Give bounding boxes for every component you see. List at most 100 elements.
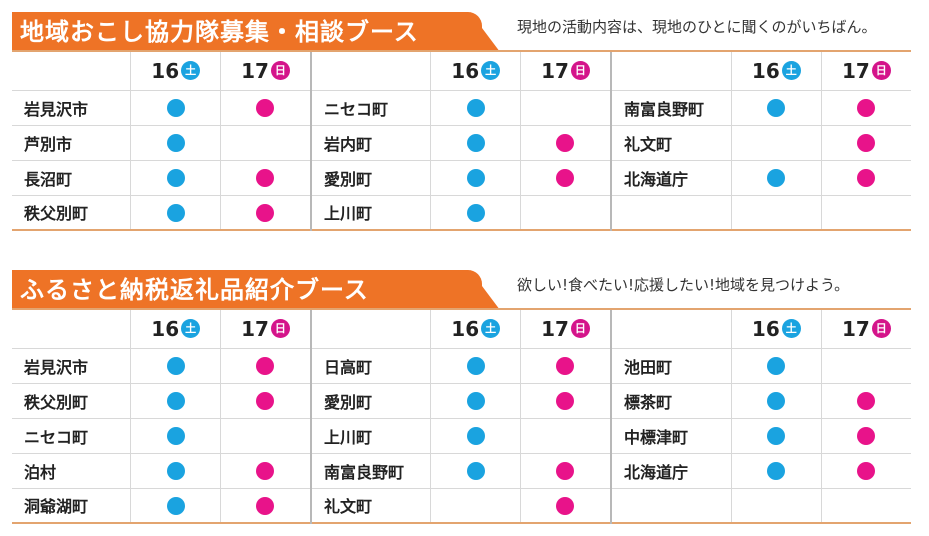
day-header-17: 17 日 [821,52,911,91]
sunday-dot-icon [256,204,275,222]
sunday-badge-icon: 日 [871,61,891,81]
sunday-cell [520,160,610,196]
saturday-cell [731,348,822,384]
saturday-dot-icon [466,462,485,481]
saturday-badge-icon: 土 [781,319,801,339]
section-subtitle: 現地の活動内容は、現地のひとに聞くのがいちばん。 [517,18,877,36]
name-header [12,52,132,91]
table-row: 長沼町 [12,160,310,196]
header-row: 16 土 17 日 [12,310,310,349]
municipality-name: 中標津町 [612,418,732,454]
saturday-cell [731,160,822,196]
header-row: 16 土 17 日 [612,52,911,91]
day-number: 16 [151,316,180,341]
day-number: 17 [241,316,269,341]
header-row: 16 土 17 日 [12,52,310,91]
sunday-dot-icon [256,357,275,376]
sunday-cell [821,383,911,419]
table-row: 礼文町 [312,488,610,524]
municipality-name: 池田町 [612,348,732,384]
saturday-dot-icon [466,169,485,188]
table-row: 上川町 [312,418,610,454]
saturday-cell [130,383,221,419]
sunday-dot-icon [857,427,876,446]
municipality-name: 秩父別町 [12,195,132,231]
sunday-dot-icon [256,497,275,515]
saturday-cell [430,418,521,454]
name-header [12,310,132,349]
day-number: 16 [751,58,780,83]
table-row: 北海道庁 [612,453,911,489]
day-number: 17 [541,58,569,83]
sunday-dot-icon [256,392,275,411]
saturday-dot-icon [166,169,185,188]
table-row: ニセコ町 [12,418,310,454]
sunday-cell [220,125,310,161]
table-row [612,488,911,524]
saturday-dot-icon [166,392,185,411]
saturday-cell [731,383,822,419]
municipality-name: ニセコ町 [312,90,432,126]
municipality-name: 北海道庁 [612,160,732,196]
municipality-name: 南富良野町 [612,90,732,126]
municipality-name: 上川町 [312,418,432,454]
table-row [612,195,911,231]
municipality-name: 礼文町 [312,488,432,524]
sunday-dot-icon [556,462,575,481]
saturday-dot-icon [166,99,185,118]
saturday-cell [130,348,221,384]
municipality-name [612,195,732,231]
saturday-cell [130,160,221,196]
section-title: 地域おこし協力隊募集・相談ブース [12,12,482,52]
saturday-badge-icon: 土 [481,61,501,81]
table-row: 愛別町 [312,160,610,196]
section-subtitle: 欲しい!食べたい!応援したい!地域を見つけよう。 [517,276,850,294]
sunday-dot-icon [556,392,575,411]
saturday-dot-icon [466,204,485,222]
saturday-dot-icon [767,357,786,376]
sunday-cell [520,90,610,126]
sunday-cell [220,90,310,126]
schedule-tables: 16 土 17 日 岩見沢市 秩父別町 ニセコ町 泊村 洞爺湖町 [12,310,911,524]
sunday-dot-icon [556,169,575,188]
saturday-badge-icon: 土 [181,61,201,81]
table-row: 礼文町 [612,125,911,161]
saturday-cell [430,453,521,489]
saturday-cell [731,453,822,489]
saturday-dot-icon [767,427,786,446]
saturday-dot-icon [767,169,786,188]
sunday-badge-icon: 日 [570,61,590,81]
municipality-name: 岩見沢市 [12,90,132,126]
municipality-name: 標茶町 [612,383,732,419]
section-header: ふるさと納税返礼品紹介ブース 欲しい!食べたい!応援したい!地域を見つけよう。 [12,270,911,310]
sunday-cell [520,418,610,454]
saturday-cell [731,488,822,524]
municipality-name: 愛別町 [312,383,432,419]
saturday-dot-icon [466,99,485,118]
sunday-cell [220,383,310,419]
saturday-cell [731,125,822,161]
saturday-cell [430,90,521,126]
saturday-cell [430,383,521,419]
saturday-cell [731,195,822,231]
day-header-16: 16 土 [130,52,221,91]
sunday-cell [821,418,911,454]
sunday-cell [520,348,610,384]
saturday-dot-icon [466,427,485,446]
saturday-dot-icon [767,392,786,411]
sunday-cell [821,160,911,196]
municipality-name: 北海道庁 [612,453,732,489]
saturday-badge-icon: 土 [481,319,501,339]
municipality-name: 洞爺湖町 [12,488,132,524]
table-row: 池田町 [612,348,911,384]
schedule-table: 16 土 17 日 ニセコ町 岩内町 愛別町 上川町 [312,52,612,231]
saturday-badge-icon: 土 [181,319,201,339]
municipality-name: ニセコ町 [12,418,132,454]
day-header-16: 16 土 [430,310,521,349]
saturday-dot-icon [466,357,485,376]
sunday-cell [220,453,310,489]
saturday-cell [430,195,521,231]
sunday-dot-icon [556,497,575,515]
name-header [612,52,732,91]
municipality-name [612,488,732,524]
